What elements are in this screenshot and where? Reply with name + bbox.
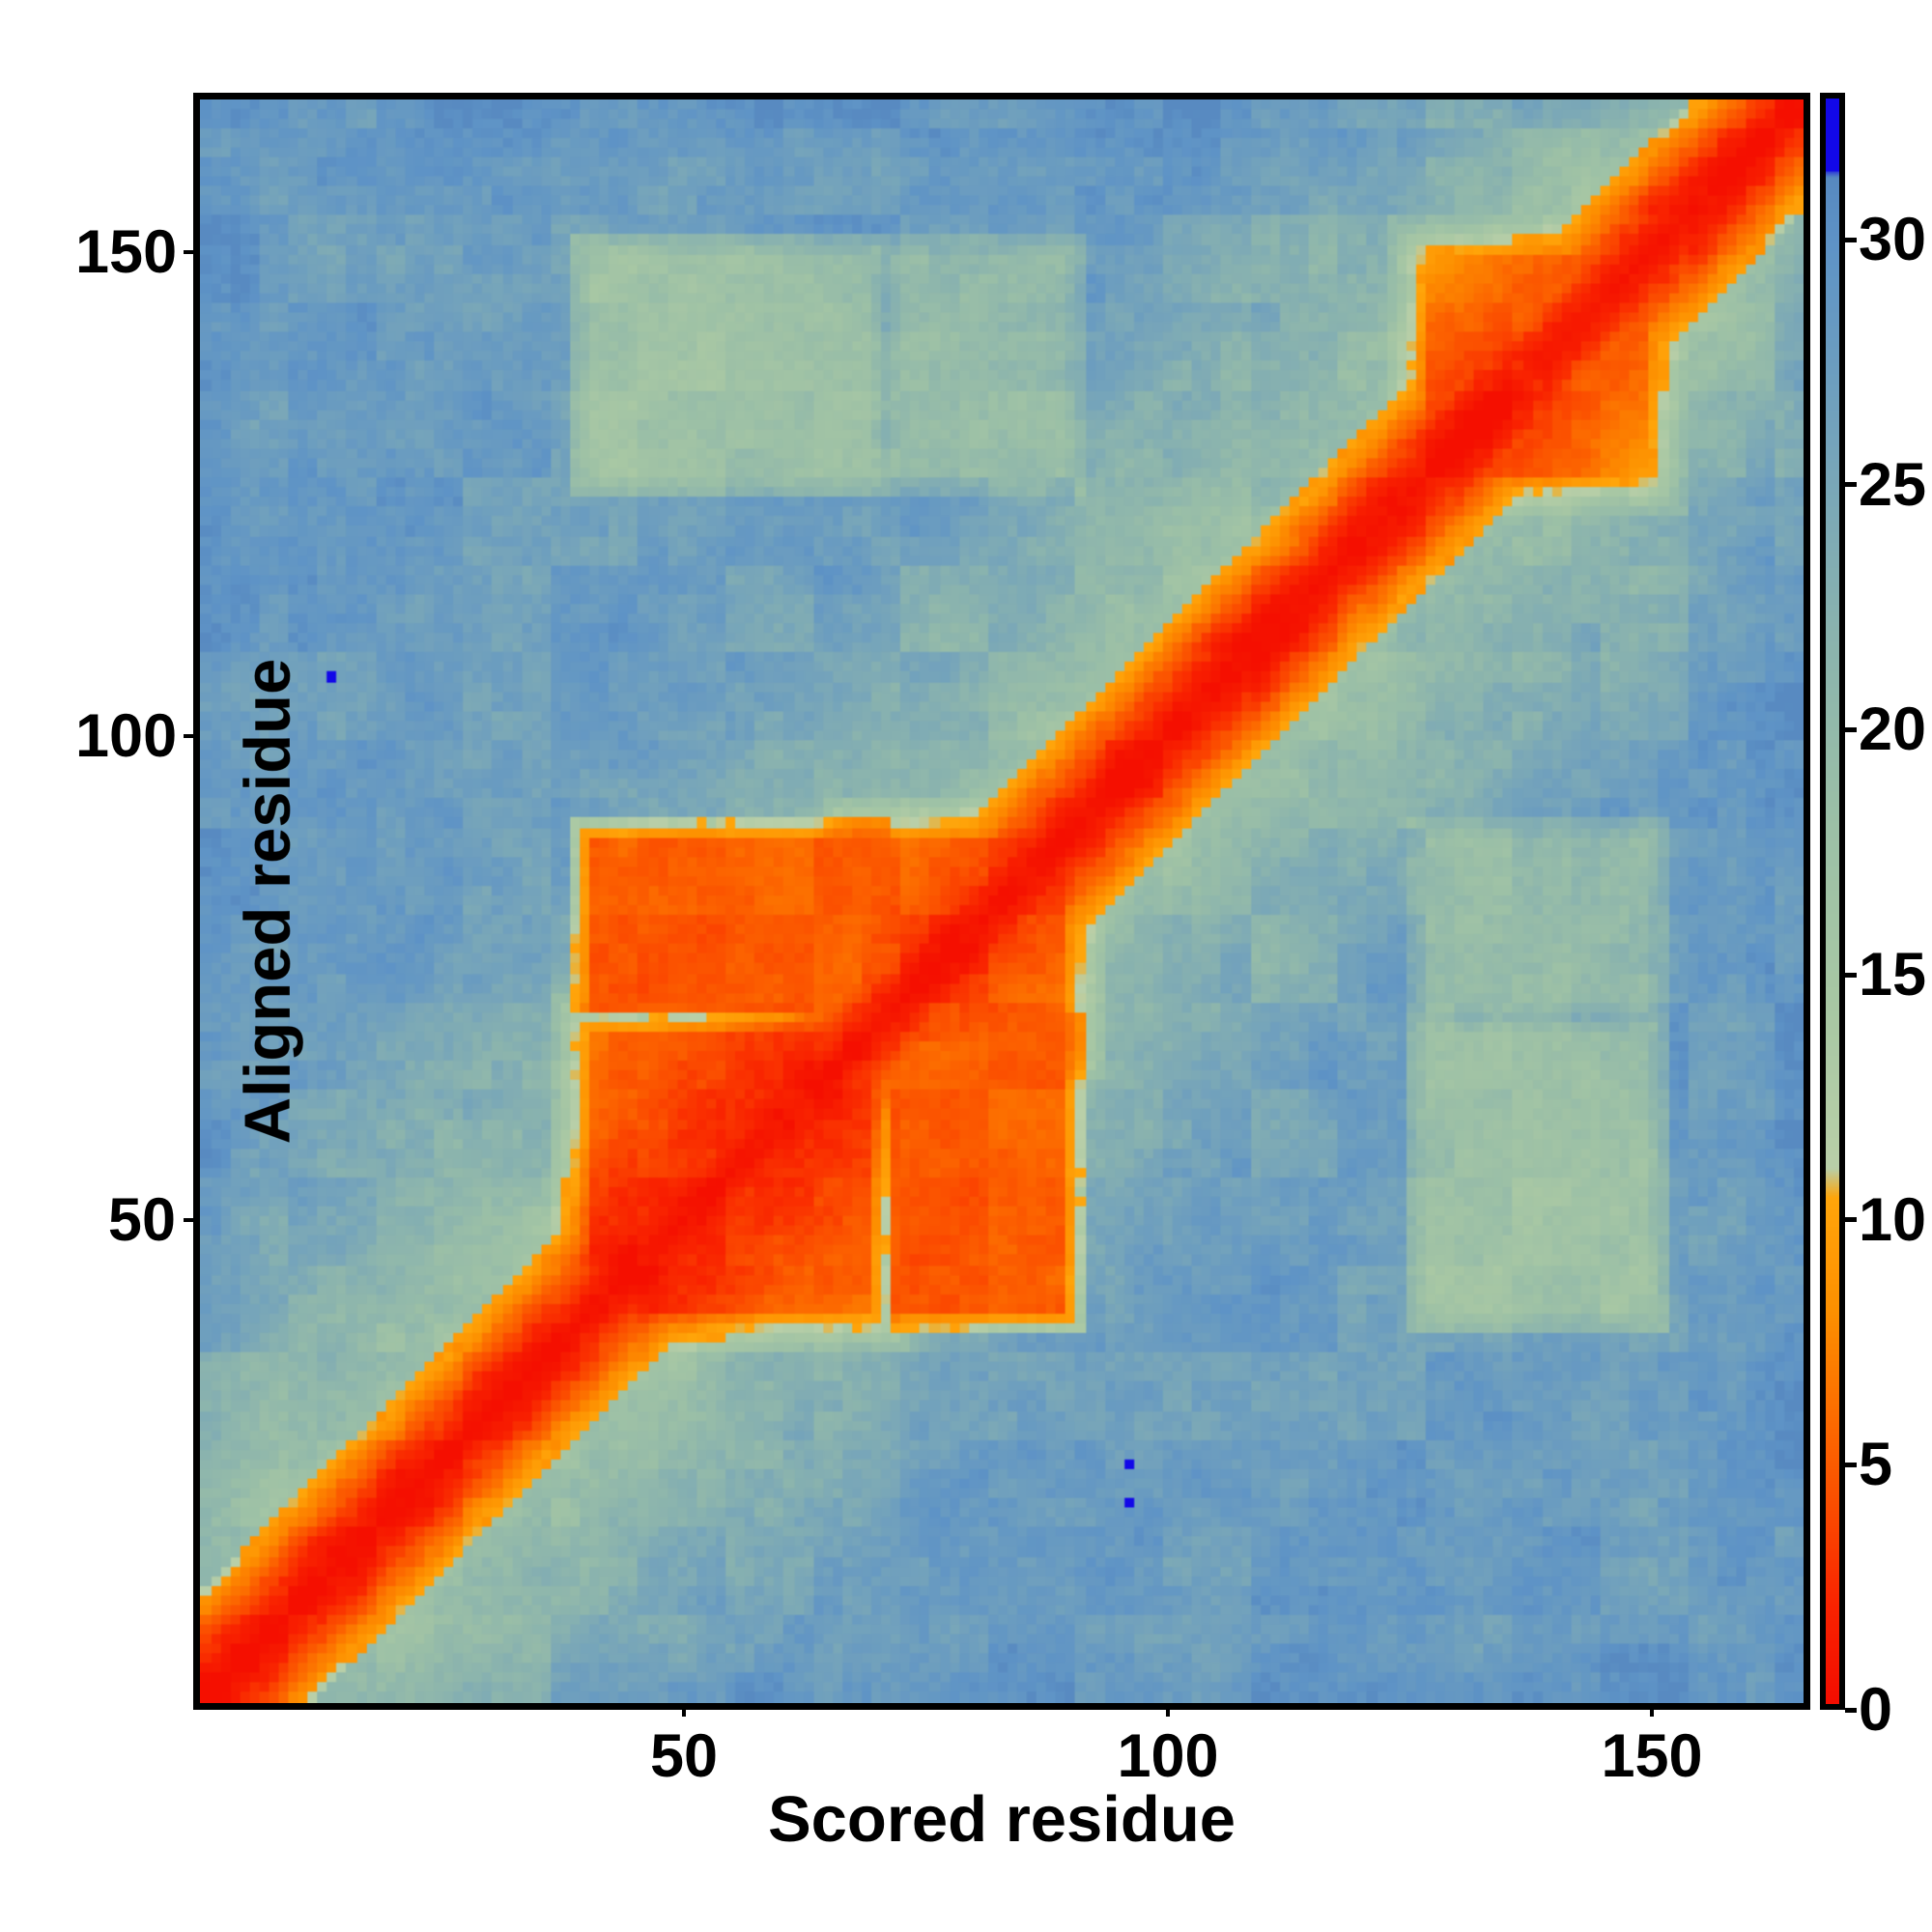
colorbar-tick-mark-15 bbox=[1845, 972, 1857, 978]
x-tick-label-100: 100 bbox=[1117, 1722, 1219, 1790]
y-tick-mark-150 bbox=[184, 250, 196, 254]
colorbar: 0 5 10 15 20 25 30 bbox=[1820, 93, 1932, 1744]
y-tick-label-150: 150 bbox=[75, 218, 178, 286]
x-tick-mark-150 bbox=[1650, 1704, 1654, 1717]
colorbar-tick-label-30: 30 bbox=[1859, 206, 1927, 274]
x-axis-title: Scored residue bbox=[767, 1783, 1236, 1856]
y-tick-label-50: 50 bbox=[107, 1186, 176, 1254]
y-axis-title: Aligned residue bbox=[231, 658, 304, 1145]
heatmap-canvas bbox=[200, 99, 1804, 1703]
x-tick-label-50: 50 bbox=[649, 1722, 719, 1790]
colorbar-tick-label-25: 25 bbox=[1859, 450, 1927, 519]
colorbar-tick-mark-20 bbox=[1845, 726, 1857, 732]
colorbar-gradient-bar bbox=[1820, 93, 1845, 1710]
colorbar-tick-label-10: 10 bbox=[1859, 1185, 1927, 1254]
colorbar-canvas bbox=[1826, 99, 1839, 1704]
heatmap-plot-area bbox=[193, 93, 1810, 1710]
x-tick-mark-100 bbox=[1166, 1704, 1170, 1717]
colorbar-tick-label-5: 5 bbox=[1859, 1431, 1893, 1499]
colorbar-tick-mark-10 bbox=[1845, 1217, 1857, 1223]
x-tick-label-150: 150 bbox=[1601, 1722, 1703, 1790]
x-tick-mark-50 bbox=[682, 1704, 686, 1717]
colorbar-tick-mark-25 bbox=[1845, 482, 1857, 488]
colorbar-tick-label-15: 15 bbox=[1859, 941, 1927, 1009]
colorbar-tick-mark-5 bbox=[1845, 1462, 1857, 1467]
colorbar-tick-label-0: 0 bbox=[1859, 1676, 1893, 1744]
y-tick-mark-50 bbox=[184, 1218, 196, 1222]
y-tick-label-100: 100 bbox=[75, 702, 178, 770]
y-tick-mark-100 bbox=[184, 734, 196, 738]
colorbar-tick-mark-30 bbox=[1845, 237, 1857, 242]
colorbar-tick-label-20: 20 bbox=[1859, 696, 1927, 764]
colorbar-tick-mark-0 bbox=[1845, 1707, 1857, 1713]
